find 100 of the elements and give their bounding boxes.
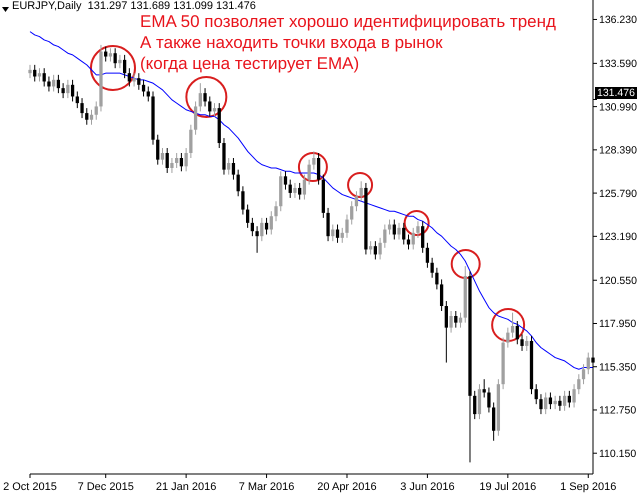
candlestick [264,217,268,236]
annotation: А также находить точки входа в рынок [140,32,444,53]
candlestick [250,217,254,237]
candlestick [38,68,42,82]
candlestick [331,224,334,242]
candlestick [166,148,169,174]
candlestick [160,148,164,166]
candlestick [416,220,420,238]
candlestick [368,240,372,255]
candlestick [203,88,207,107]
candlestick [412,227,415,250]
candlestick [122,54,126,79]
candlestick [198,82,202,112]
candlestick [270,210,273,236]
candlestick [241,186,245,216]
candlestick [402,222,406,245]
candlestick [156,134,160,166]
candlestick [142,79,146,97]
candlestick [42,68,46,87]
candlestick [482,378,486,398]
candlestick [586,352,590,375]
candlestick [227,158,230,176]
x-tick-label: 7 Dec 2015 [78,481,134,493]
candlestick [236,169,240,197]
candlestick [510,312,514,338]
candlestick [316,152,320,186]
candlestick [288,179,292,198]
candlestick [312,150,316,170]
candlestick [47,76,51,92]
x-tick-label: 19 Jul 2016 [479,481,536,493]
candlestick [487,387,491,413]
candlestick [397,222,401,240]
y-tick-label: 125.790 [599,188,638,200]
candlestick [449,310,453,334]
candlestick [374,240,378,260]
candlestick [80,98,84,119]
candlestick [534,384,538,405]
candlestick [577,374,580,395]
candlestick [85,108,88,126]
y-tick-label: 123.190 [599,231,638,244]
candlestick [388,219,392,236]
candlestick [61,82,65,99]
candlestick [132,72,136,87]
candlestick [568,390,571,408]
y-tick-label: 112.750 [599,404,636,417]
candlestick [118,54,122,69]
candlestick [246,204,250,228]
candlestick [255,226,259,254]
candlestick [539,394,543,415]
candlestick [128,68,131,87]
y-tick-label: 120.550 [599,274,638,287]
candlestick [350,200,354,226]
candlestick [572,384,576,408]
candlestick [454,310,458,328]
candlestick [554,395,557,410]
y-tick-label: 133.590 [599,58,638,70]
candlestick [274,200,278,222]
x-tick-label: 21 Jan 2016 [156,481,216,493]
candlestick [458,312,462,328]
candlestick [194,100,198,136]
x-tick-label: 7 Mar 2016 [238,481,294,493]
candlestick [70,79,74,102]
candlestick [336,224,340,244]
y-tick-label: 130.990 [599,101,638,114]
candlestick [104,46,108,62]
candlestick [506,327,510,348]
candlestick [94,100,98,120]
candlestick [492,402,496,442]
candlestick [558,395,562,412]
x-tick-label: 20 Apr 2016 [317,481,377,493]
candlestick [52,74,56,92]
candlestick [340,227,344,244]
candlestick [544,392,548,415]
candlestick [184,148,188,172]
candlestick [232,158,236,180]
candlestick [326,207,330,242]
y-tick-label: 128.390 [599,144,638,157]
candlestick [208,96,212,117]
y-tick-label: 110.150 [599,448,636,460]
candlestick [66,79,70,99]
candlestick [383,224,386,248]
candlestick [146,86,150,102]
candlestick [440,278,444,312]
x-tick-label: 3 Jun 2016 [400,481,455,493]
candlestick [562,390,566,412]
candlestick [548,392,552,410]
candlestick [298,182,302,200]
annotation: EMA 50 позволяет хорошо идентифицировать тренд [140,11,556,32]
candlestick [189,124,192,158]
candlestick [293,182,297,198]
candlestick [175,152,178,168]
candlestick [525,335,528,352]
candlestick [212,102,216,117]
candlestick [520,334,524,352]
candlestick [378,237,382,260]
y-tick-label: 117.950 [599,318,636,330]
y-tick-label: 136.230 [599,14,638,26]
candlestick [444,300,448,364]
candlestick [421,220,424,254]
candlestick [33,64,36,82]
